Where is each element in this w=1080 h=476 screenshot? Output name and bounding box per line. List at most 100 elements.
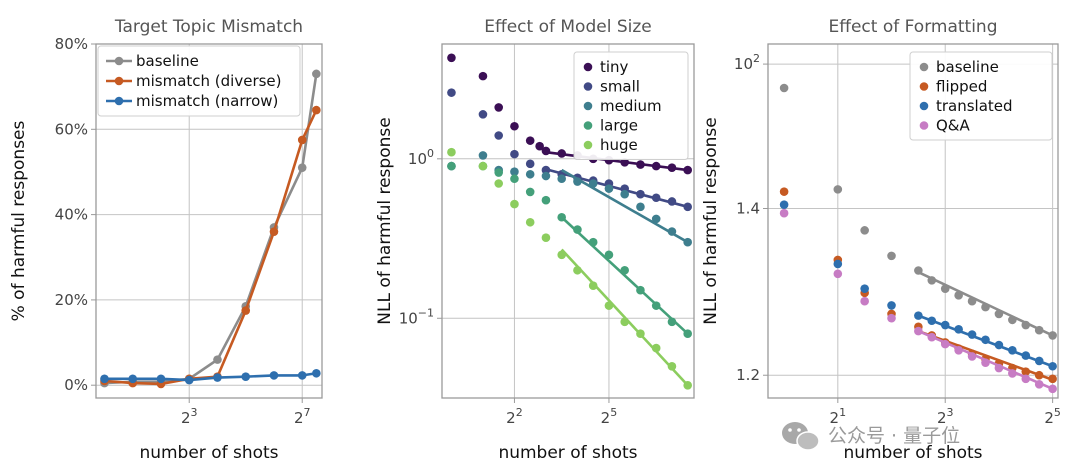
- data-point: [588, 179, 598, 188]
- data-point: [573, 265, 582, 275]
- data-point: [297, 371, 307, 380]
- x-tick-label: 21: [830, 406, 847, 427]
- data-point: [927, 316, 937, 326]
- legend-marker: [583, 62, 593, 72]
- data-point: [994, 363, 1004, 373]
- y-tick-label: 1.2: [736, 366, 760, 384]
- data-point: [573, 177, 582, 186]
- y-tick-label: 80%: [55, 35, 88, 53]
- data-point: [525, 159, 535, 169]
- data-point: [860, 284, 869, 293]
- y-tick-label: 20%: [55, 291, 88, 309]
- data-point: [1034, 356, 1044, 366]
- data-point: [683, 329, 692, 339]
- data-point: [914, 266, 923, 275]
- data-point: [651, 161, 661, 171]
- data-point: [981, 358, 990, 367]
- x-axis-label: number of shots: [139, 443, 278, 463]
- data-point: [779, 200, 789, 209]
- legend-label: medium: [600, 97, 662, 115]
- series-translated: [779, 200, 1057, 371]
- y-axis-label: % of harmful responses: [9, 120, 29, 321]
- series-flipped: [779, 187, 1057, 384]
- data-point: [887, 313, 896, 323]
- data-point: [954, 345, 963, 355]
- y-tick-label: 100: [408, 147, 434, 168]
- data-point: [651, 214, 661, 224]
- series-mismatch-narrow: [100, 368, 321, 385]
- data-point: [651, 343, 661, 353]
- data-point: [535, 141, 544, 151]
- data-point: [967, 352, 977, 361]
- data-point: [1021, 320, 1031, 330]
- watermark-text: 公众号 · 量子位: [828, 425, 960, 447]
- data-point: [478, 161, 488, 171]
- data-point: [478, 71, 488, 81]
- data-point: [478, 110, 488, 119]
- data-point: [981, 302, 990, 312]
- y-tick-label: 10−1: [399, 306, 434, 327]
- data-point: [940, 284, 950, 293]
- data-point: [1034, 370, 1044, 380]
- legend-marker: [919, 101, 929, 111]
- legend-marker: [114, 56, 124, 66]
- data-point: [927, 332, 937, 342]
- data-point: [213, 355, 222, 364]
- data-point: [667, 227, 677, 236]
- legend-marker: [583, 140, 593, 150]
- data-point: [604, 301, 614, 310]
- data-point: [557, 212, 566, 222]
- data-point: [241, 372, 251, 381]
- data-point: [683, 165, 692, 175]
- legend-label: small: [600, 78, 640, 96]
- data-point: [887, 301, 896, 310]
- series-q-a: [779, 208, 1057, 394]
- data-point: [494, 131, 504, 140]
- data-point: [667, 163, 677, 172]
- series-tiny: [447, 53, 692, 175]
- data-point: [887, 251, 896, 261]
- data-point: [636, 202, 645, 212]
- data-point: [525, 187, 535, 197]
- data-point: [297, 135, 307, 145]
- data-point: [510, 149, 519, 159]
- data-point: [833, 269, 843, 279]
- data-point: [184, 375, 194, 385]
- legend-box: [97, 45, 301, 117]
- data-point: [541, 195, 551, 205]
- data-point: [269, 227, 279, 236]
- data-point: [1048, 384, 1057, 394]
- wechat-icon: [782, 422, 820, 451]
- legend-label: mismatch (diverse): [136, 72, 282, 90]
- data-point: [510, 199, 519, 209]
- legend-marker: [919, 62, 929, 72]
- data-point: [914, 326, 923, 336]
- data-point: [604, 184, 614, 193]
- data-point: [312, 105, 321, 115]
- data-point: [494, 168, 504, 177]
- series-line: [104, 109, 318, 386]
- x-tick-label: 23: [181, 406, 198, 427]
- fit-line: [560, 216, 689, 335]
- data-point: [1008, 345, 1017, 355]
- series-baseline: [779, 83, 1057, 340]
- data-point: [620, 158, 629, 167]
- y-tick-label: 1.4: [736, 200, 760, 218]
- data-point: [636, 285, 645, 295]
- series-large: [447, 161, 692, 339]
- series-mismatch-diverse: [100, 105, 321, 389]
- legend-marker: [114, 96, 124, 106]
- fit-line: [545, 150, 688, 172]
- data-point: [620, 265, 629, 275]
- x-tick-label: 25: [1044, 406, 1061, 427]
- x-tick-label: 22: [506, 406, 523, 427]
- data-point: [541, 165, 551, 175]
- data-point: [510, 174, 519, 184]
- data-point: [994, 309, 1004, 319]
- data-point: [967, 296, 977, 306]
- data-point: [1048, 361, 1057, 371]
- data-point: [981, 335, 990, 345]
